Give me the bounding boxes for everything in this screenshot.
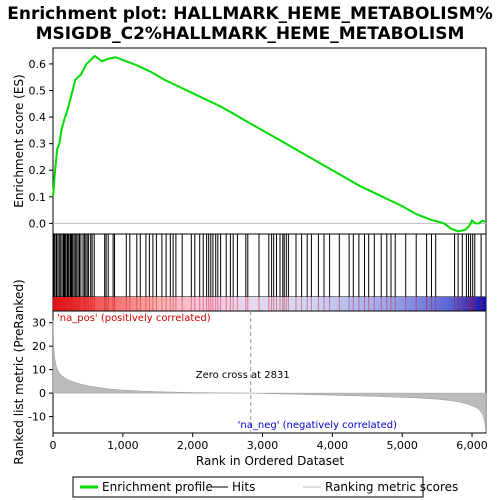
negative-label: 'na_neg' (negatively correlated) [238,420,397,431]
es-y-tick-label: 0.1 [29,191,47,204]
metric-y-tick-label: 20 [32,340,46,353]
hits-panel-frame [52,233,487,298]
x-tick-label: 3,000 [247,439,279,452]
es-y-tick-label: 0.0 [29,217,47,230]
chart-title-line-2: MSIGDB_C2%HALLMARK_HEME_METABOLISM [36,24,465,44]
ranking-metric-area [52,320,487,432]
ranking-bar-hit-marks [52,297,482,311]
es-panel-frame [52,47,487,235]
metric-y-tick-label: 0 [39,387,46,400]
ranking-gradient [53,297,486,311]
metric-panel-frame [52,310,487,434]
es-y-axis-label: Enrichment score (ES) [12,74,26,207]
es-y-tick-label: 0.5 [29,85,47,98]
legend-label: Hits [232,480,255,494]
metric-y-tick-label: -10 [28,411,46,424]
x-tick-label: 6,000 [456,439,488,452]
metric-y-tick-label: 10 [32,364,46,377]
es-y-tick-label: 0.6 [29,58,47,71]
legend: Enrichment profile Hits Ranking metric sco… [80,480,458,494]
x-tick-label: 0 [50,439,57,452]
legend-label: Enrichment profile [102,480,213,494]
x-tick-label: 1,000 [107,439,139,452]
es-y-tick-label: 0.4 [29,111,47,124]
x-tick-label: 5,000 [386,439,418,452]
hits-marks [52,234,482,297]
es-y-axis: 0.0 0.1 0.2 0.3 0.4 0.5 0.6 [29,58,53,230]
x-axis-label: Rank in Ordered Dataset [196,454,344,468]
legend-box [72,476,424,498]
x-tick-label: 2,000 [177,439,209,452]
chart-title-line-1: Enrichment plot: HALLMARK_HEME_METABOLIS… [7,4,493,24]
metric-y-axis-label: Ranked list metric (PreRanked) [12,279,26,464]
es-y-tick-label: 0.3 [29,138,47,151]
metric-y-tick-label: 30 [32,317,46,330]
positive-label: 'na_pos' (positively correlated) [57,313,211,324]
x-tick-label: 4,000 [317,439,349,452]
es-y-tick-label: 0.2 [29,164,47,177]
metric-x-axis: 0 1,000 2,000 3,000 4,000 5,000 6,000 [50,433,488,452]
zero-cross-label: Zero cross at 2831 [196,370,290,381]
enrichment-profile-line [52,54,487,233]
metric-y-axis: -10 0 10 20 30 [28,317,53,424]
legend-label: Ranking metric scores [325,480,458,494]
